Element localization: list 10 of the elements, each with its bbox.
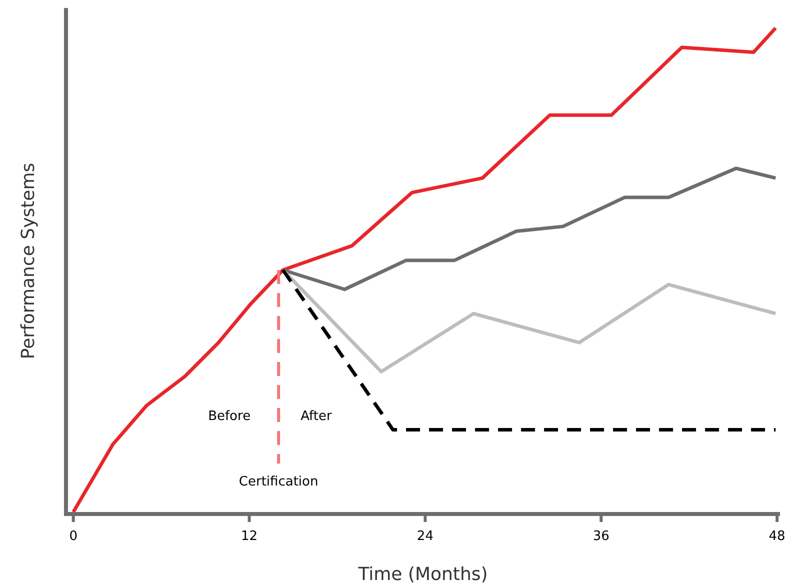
x-tick-label: 24 (416, 529, 434, 544)
x-tick-label: 48 (768, 529, 786, 544)
annotation: Before (208, 409, 251, 424)
x-tick-label: 0 (69, 529, 78, 544)
annotation: After (300, 409, 332, 424)
y-axis-title: Performance Systems (18, 162, 39, 360)
x-axis-title: Time (Months) (357, 564, 488, 584)
x-tick-label: 36 (592, 529, 610, 544)
x-tick-label: 12 (240, 529, 258, 544)
ref-line-label: Certification (238, 474, 318, 490)
